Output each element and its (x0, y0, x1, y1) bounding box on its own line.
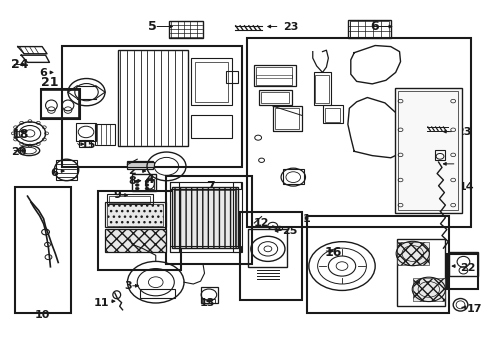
Bar (256, 75, 291, 78)
Text: 18: 18 (11, 127, 29, 141)
Bar (109, 196, 150, 203)
Circle shape (145, 184, 149, 186)
Bar (127, 162, 154, 167)
Text: 23: 23 (283, 22, 298, 32)
Bar (397, 91, 457, 211)
Circle shape (145, 180, 149, 183)
Text: 2: 2 (128, 166, 136, 176)
Text: 20: 20 (11, 147, 27, 157)
Bar (272, 106, 302, 131)
Bar (95, 124, 115, 145)
Text: 7: 7 (205, 180, 214, 193)
Bar (274, 108, 299, 129)
Circle shape (135, 187, 139, 190)
Bar (190, 116, 232, 138)
Bar (172, 187, 238, 248)
Text: 16: 16 (325, 246, 342, 259)
Bar (61, 45, 242, 167)
Bar (448, 252, 477, 276)
Bar (98, 191, 181, 270)
Bar (232, 182, 241, 252)
Text: 5: 5 (148, 20, 157, 33)
Bar (315, 75, 328, 103)
Bar (200, 287, 217, 303)
Bar (248, 229, 287, 267)
Text: 19: 19 (423, 279, 438, 289)
Bar (225, 71, 238, 83)
Bar (325, 108, 339, 122)
Bar (254, 65, 295, 86)
Bar (132, 174, 156, 192)
Text: 23: 23 (456, 127, 471, 136)
Text: 21: 21 (41, 76, 59, 89)
Bar (412, 278, 445, 301)
Bar (170, 246, 241, 252)
Bar (107, 204, 163, 226)
Text: 25: 25 (282, 226, 297, 236)
Text: 13: 13 (200, 298, 215, 308)
Text: 6: 6 (40, 68, 47, 78)
Bar (140, 289, 174, 298)
Text: 15: 15 (81, 140, 96, 150)
Bar (256, 67, 291, 85)
Bar (434, 150, 445, 160)
Bar (259, 90, 292, 105)
Circle shape (145, 187, 149, 190)
Text: 10: 10 (34, 310, 50, 320)
Text: 8: 8 (128, 176, 136, 186)
Bar (41, 89, 80, 119)
Bar (190, 58, 232, 105)
Circle shape (135, 184, 139, 186)
Text: 17: 17 (466, 304, 481, 314)
Bar (239, 212, 302, 300)
Bar (349, 22, 388, 37)
Bar (282, 169, 304, 184)
Bar (15, 187, 71, 313)
Bar (56, 160, 77, 180)
Bar (107, 194, 153, 204)
Bar (396, 239, 445, 306)
Text: 12: 12 (253, 218, 269, 228)
Bar (76, 123, 96, 140)
Bar (194, 62, 227, 102)
Text: 4: 4 (145, 173, 154, 186)
Bar (313, 72, 330, 105)
Text: 24: 24 (11, 58, 29, 71)
Bar (105, 202, 165, 227)
Bar (169, 21, 202, 38)
Bar (127, 161, 153, 168)
Text: 14: 14 (458, 182, 474, 192)
Bar (261, 92, 289, 103)
Text: 6: 6 (369, 20, 378, 33)
Bar (41, 90, 79, 118)
Bar (145, 179, 154, 189)
Bar (166, 176, 251, 264)
Bar (118, 50, 188, 146)
Bar (394, 88, 461, 213)
Bar (246, 39, 470, 226)
Bar (396, 242, 428, 265)
Text: 3: 3 (124, 281, 132, 291)
Bar (79, 140, 91, 147)
Text: 11: 11 (93, 298, 109, 308)
Text: 9: 9 (114, 190, 122, 200)
Bar (306, 216, 448, 313)
Text: 1: 1 (303, 215, 310, 224)
Bar (170, 182, 179, 252)
Circle shape (135, 180, 139, 183)
Bar (446, 253, 477, 289)
Bar (322, 105, 342, 123)
Text: 22: 22 (459, 263, 474, 273)
Bar (105, 229, 165, 252)
Bar (174, 190, 235, 246)
Bar (170, 182, 241, 189)
Bar (201, 299, 215, 303)
Text: 6: 6 (50, 168, 58, 178)
Bar (347, 21, 390, 39)
